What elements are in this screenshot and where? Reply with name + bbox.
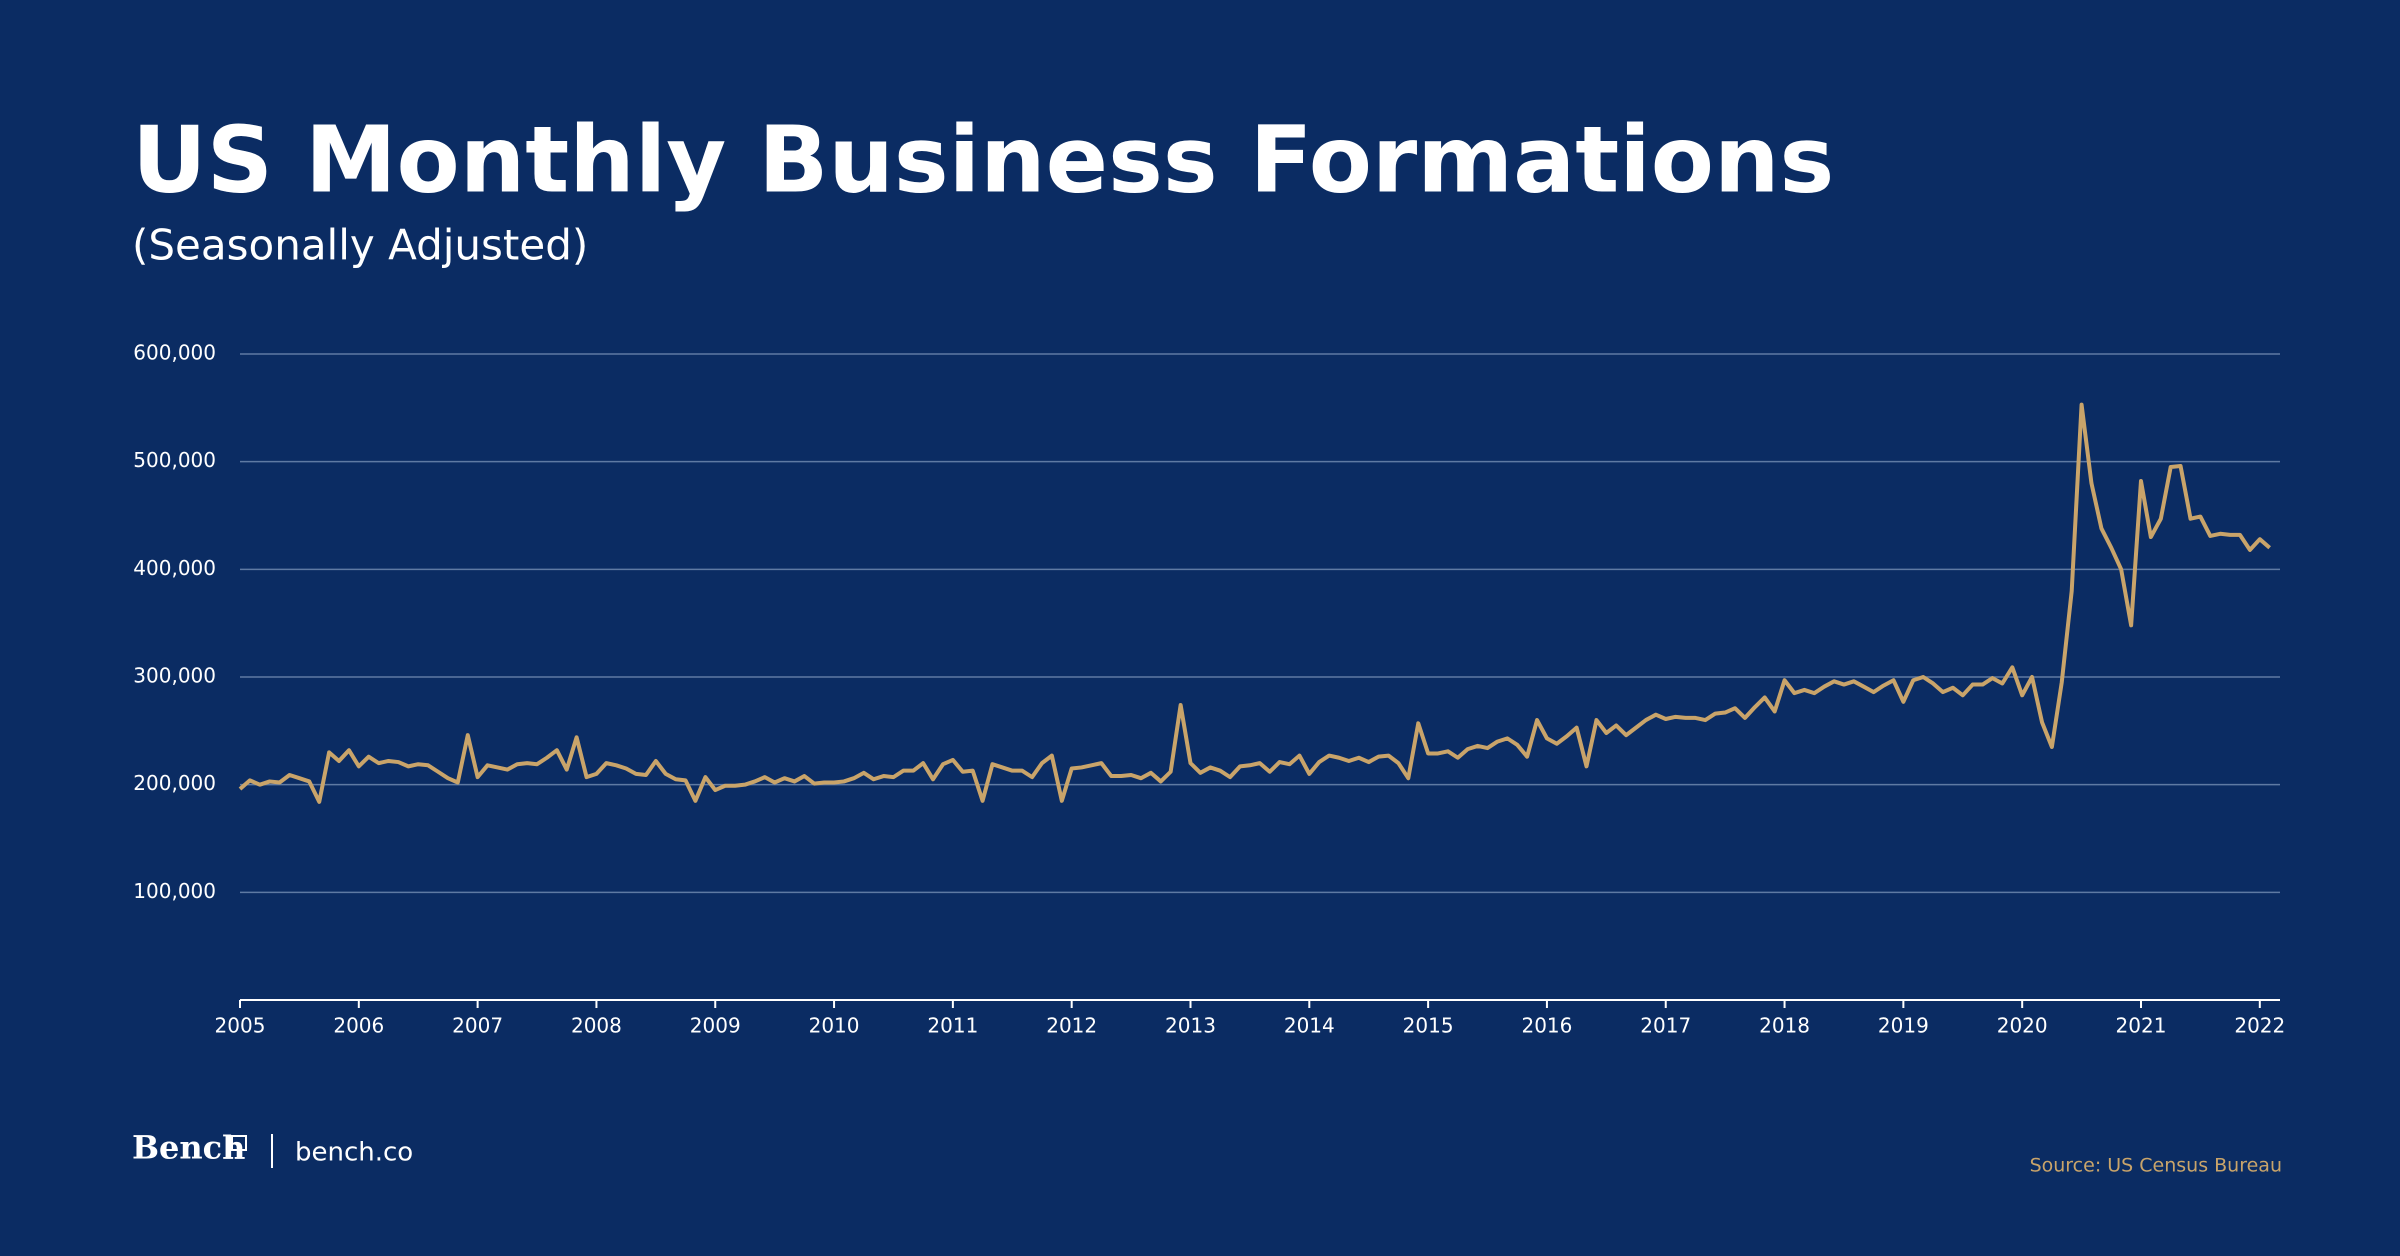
x-tick-label: 2013 bbox=[1165, 1014, 1216, 1038]
source: Source: US Census Bureau bbox=[2030, 1155, 2282, 1177]
x-tick-label: 2018 bbox=[1759, 1014, 1810, 1038]
y-tick-label: 500,000 bbox=[133, 448, 216, 472]
x-tick-label: 2014 bbox=[1284, 1014, 1335, 1038]
y-tick-label: 200,000 bbox=[133, 771, 216, 795]
y-tick-label: 400,000 bbox=[133, 556, 216, 580]
y-tick-label: 100,000 bbox=[133, 879, 216, 903]
x-tick-label: 2009 bbox=[690, 1014, 741, 1038]
x-tick-label: 2007 bbox=[452, 1014, 503, 1038]
data-line bbox=[238, 402, 2271, 804]
website: bench.co bbox=[295, 1138, 413, 1168]
logo-icon bbox=[231, 1135, 247, 1151]
chart-subtitle: (Seasonally Adjusted) bbox=[132, 221, 588, 270]
logo: Bench bbox=[132, 1129, 245, 1167]
x-tick-label: 2005 bbox=[215, 1014, 266, 1038]
x-tick-label: 2006 bbox=[333, 1014, 384, 1038]
x-tick-label: 2010 bbox=[809, 1014, 860, 1038]
x-tick-label: 2017 bbox=[1640, 1014, 1691, 1038]
x-tick-label: 2019 bbox=[1878, 1014, 1929, 1038]
x-tick-label: 2022 bbox=[2234, 1014, 2285, 1038]
x-tick-label: 2020 bbox=[1997, 1014, 2048, 1038]
x-tick-label: 2011 bbox=[927, 1014, 978, 1038]
x-tick-label: 2012 bbox=[1046, 1014, 1097, 1038]
y-tick-label: 600,000 bbox=[133, 341, 216, 365]
y-tick-label: 300,000 bbox=[133, 664, 216, 688]
x-tick-label: 2015 bbox=[1403, 1014, 1454, 1038]
chart-title: US Monthly Business Formations bbox=[132, 106, 1834, 213]
x-tick-label: 2021 bbox=[2116, 1014, 2167, 1038]
x-tick-label: 2016 bbox=[1521, 1014, 1572, 1038]
x-tick-label: 2008 bbox=[571, 1014, 622, 1038]
